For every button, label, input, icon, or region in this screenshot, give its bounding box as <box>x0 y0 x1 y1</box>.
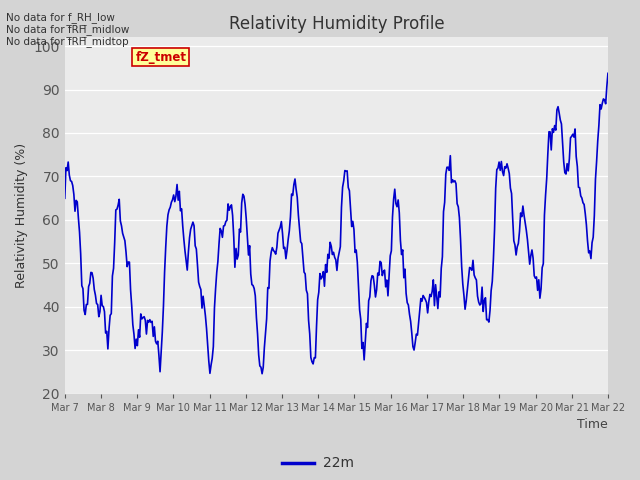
Text: No data for f̅RH̅_midtop: No data for f̅RH̅_midtop <box>6 36 129 47</box>
Y-axis label: Relativity Humidity (%): Relativity Humidity (%) <box>15 143 28 288</box>
Title: Relativity Humidity Profile: Relativity Humidity Profile <box>228 15 444 33</box>
Text: 22m: 22m <box>323 456 354 470</box>
X-axis label: Time: Time <box>577 419 608 432</box>
Text: No data for f_RH_low: No data for f_RH_low <box>6 12 115 23</box>
Text: No data for f̅RH̅_midlow: No data for f̅RH̅_midlow <box>6 24 130 35</box>
Text: fZ_tmet: fZ_tmet <box>136 50 186 63</box>
